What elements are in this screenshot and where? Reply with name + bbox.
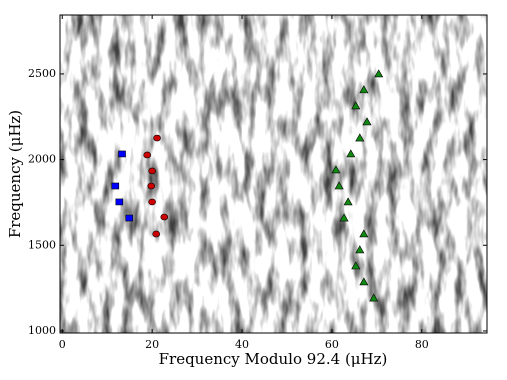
point [115, 198, 124, 206]
point [359, 85, 369, 94]
point [160, 213, 169, 221]
point [355, 133, 365, 142]
point [152, 230, 160, 238]
point [153, 134, 161, 142]
y-tick-label: 1000 [28, 324, 56, 337]
point [351, 101, 361, 110]
plot-frame [59, 14, 488, 334]
point [346, 149, 356, 158]
y-axis-label: Frequency (μHz) [6, 110, 24, 238]
x-tick-label: 80 [415, 338, 429, 351]
point [331, 165, 341, 174]
x-tick-label: 20 [145, 338, 159, 351]
point [334, 181, 344, 190]
point [125, 214, 134, 222]
y-tick-label: 1500 [28, 238, 56, 251]
point [148, 167, 156, 175]
point [374, 69, 384, 78]
spectrum-texture [60, 15, 487, 333]
point [359, 277, 369, 286]
point [339, 213, 349, 222]
point [148, 198, 156, 206]
point [147, 182, 156, 190]
point [343, 197, 353, 206]
x-tick-label: 60 [325, 338, 339, 351]
y-tick-label: 2000 [28, 153, 56, 166]
point [355, 245, 365, 254]
point [118, 150, 126, 158]
point [111, 182, 120, 190]
x-axis-label: Frequency Modulo 92.4 (μHz) [159, 350, 388, 368]
point [359, 229, 369, 238]
point [143, 151, 151, 159]
x-tick-label: 40 [235, 338, 249, 351]
y-tick-label: 2500 [28, 67, 56, 80]
x-tick-label: 0 [59, 338, 66, 351]
point [369, 293, 379, 302]
point [351, 261, 361, 270]
point [362, 117, 372, 126]
